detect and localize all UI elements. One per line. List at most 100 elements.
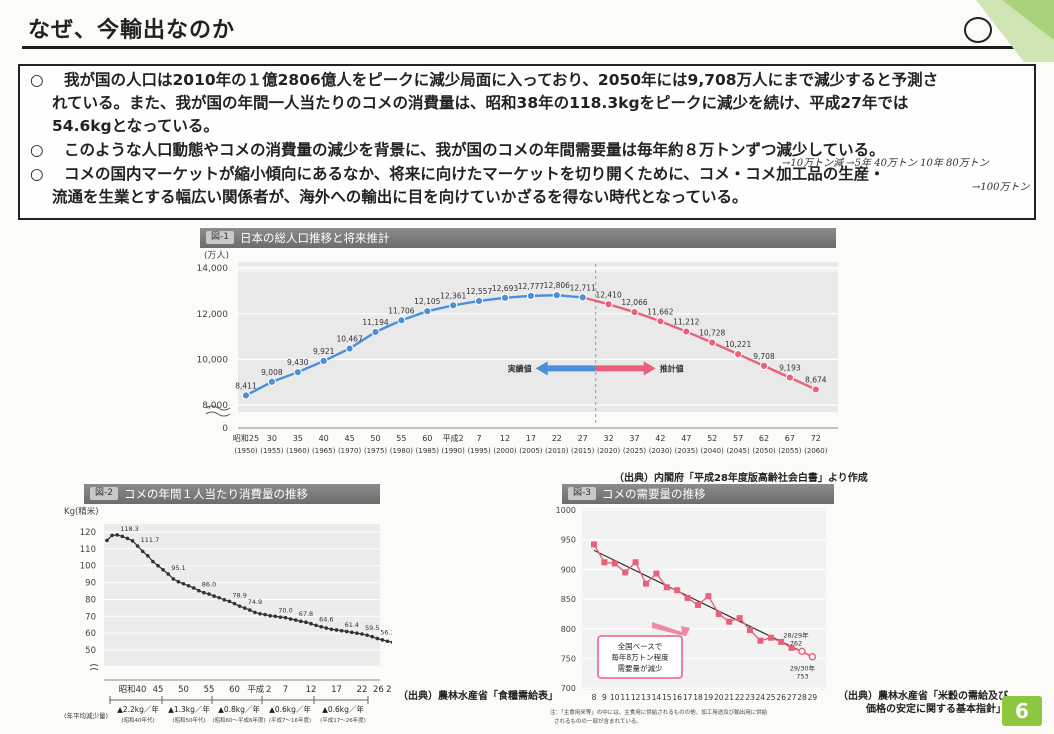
x-tick-label: 12 <box>500 434 510 443</box>
y-tick-label: 100 <box>80 562 96 572</box>
consumption-point <box>268 613 272 618</box>
main-chart-tag: 図-1 <box>206 231 234 244</box>
x-tick-year: (2015) <box>571 447 595 455</box>
x-tick-year: (1955) <box>260 447 284 455</box>
x-tick-label: 22 <box>735 693 745 702</box>
demand-point <box>674 587 681 594</box>
consumption-point <box>283 615 288 620</box>
consumption-point <box>380 638 385 642</box>
x-tick-year: (1995) <box>467 447 491 455</box>
actual-point <box>293 368 302 377</box>
consumption-point <box>130 538 135 543</box>
data-label: 8,674 <box>805 375 827 384</box>
axis-break <box>205 405 231 417</box>
x-tick-label: 62 <box>759 434 769 443</box>
x-tick-label: 14 <box>652 693 662 702</box>
actual-point <box>475 296 484 306</box>
decline-period: (平成17〜26年度) <box>320 716 366 724</box>
consumption-point <box>350 630 354 635</box>
consumption-point <box>390 640 392 644</box>
consumption-point <box>186 583 191 588</box>
x-tick-label: 26 <box>776 693 786 702</box>
consumption-point <box>120 534 125 539</box>
plot-band <box>238 262 838 412</box>
y-tick-label: 90 <box>85 579 96 589</box>
demand-point <box>736 615 743 622</box>
summary-text: 流通を生業とする幅広い関係者が、海外への輸出に目を向けていかざるを得ない時代とな… <box>52 188 748 206</box>
x-tick-label: 27 <box>787 693 797 702</box>
consumption-point <box>273 614 278 619</box>
data-label: 9,708 <box>753 352 775 361</box>
data-label: 9,921 <box>313 347 335 356</box>
x-tick-label: 23 <box>745 693 755 702</box>
consumption-point <box>176 579 181 584</box>
consumption-point <box>309 621 313 626</box>
x-tick-label: 9 <box>602 693 607 702</box>
data-label: 64.6 <box>319 615 333 623</box>
demand-line <box>593 544 813 658</box>
data-label: 9,430 <box>287 358 309 367</box>
decline-rate: ▲2.2kg／年 <box>117 704 159 714</box>
right-chart-source-2: 価格の安定に関する基本指針」 <box>866 704 1006 715</box>
decline-rate: ▲0.6kg／年 <box>269 704 311 714</box>
consumption-point <box>151 559 155 564</box>
x-tick-year: (2025) <box>623 447 647 455</box>
demand-point <box>632 559 639 566</box>
x-tick-year: (1965) <box>312 447 336 455</box>
data-label: 56.3 <box>380 629 392 637</box>
consumption-point <box>140 549 145 554</box>
demand-point <box>705 593 712 600</box>
data-label: 12,066 <box>621 298 647 307</box>
x-tick-year: (2035) <box>675 447 699 455</box>
y-tick-label: 1000 <box>556 506 576 515</box>
projection-point <box>785 373 795 382</box>
y-axis-unit: Kg(精米) <box>64 506 99 517</box>
data-label: 10,728 <box>699 329 725 338</box>
x-tick-label: 昭和25 <box>233 434 259 443</box>
x-tick-year: (2040) <box>701 447 725 455</box>
x-tick-label: 27 <box>578 434 588 443</box>
x-tick-label: 11 <box>620 693 630 702</box>
actual-arrow <box>535 361 596 376</box>
x-tick-label: 7 <box>477 434 482 443</box>
data-label: 74.9 <box>248 598 262 606</box>
x-tick-label: 55 <box>396 434 406 443</box>
y-tick-label: 110 <box>80 545 96 555</box>
x-tick-label: 35 <box>293 434 303 443</box>
consumption-point <box>105 538 109 543</box>
left-chart-header: 図-2 コメの年間１人当たり消費量の推移 <box>84 484 380 504</box>
consumption-point <box>319 624 324 629</box>
data-label: 95.1 <box>171 564 185 572</box>
x-tick-year: (1990) <box>442 447 466 455</box>
demand-point <box>757 637 764 644</box>
decline-rate: ▲0.8kg／年 <box>218 704 260 714</box>
data-label: 12,777 <box>518 282 544 291</box>
consumption-point <box>115 533 119 537</box>
right-chart: 700 750 800 850 900 950 1000 8 9 10 11 12 13 14 15 16 17… <box>550 506 826 725</box>
y-tick-label: 8,000 <box>202 401 228 411</box>
x-tick-label: 52 <box>707 434 717 443</box>
data-label: 12,711 <box>570 283 596 292</box>
projection-point <box>656 317 665 326</box>
consumption-point <box>385 639 390 644</box>
consumption-point <box>191 586 196 590</box>
decline-rate: ▲0.6kg／年 <box>322 704 364 714</box>
demand-point <box>591 541 597 548</box>
data-label: 59.5 <box>365 624 379 632</box>
y-tick-label: 850 <box>561 595 576 604</box>
bullet-mark: ○ <box>30 71 44 89</box>
x-tick-year: (1960) <box>286 447 310 455</box>
decline-period: (昭和40年代) <box>121 716 154 724</box>
consumption-point <box>304 620 308 625</box>
data-label: 12,361 <box>440 291 466 300</box>
projection-point <box>734 350 743 359</box>
x-tick-year: (2005) <box>519 447 543 455</box>
y-axis-unit: (万人) <box>204 250 229 261</box>
data-label: 70.0 <box>278 606 292 614</box>
y-tick-label: 12,000 <box>197 310 229 320</box>
consumption-point <box>135 544 140 548</box>
consumption-point <box>344 629 349 634</box>
callout-text: 全国ベースで <box>618 641 663 651</box>
left-chart-title: コメの年間１人当たり消費量の推移 <box>123 487 308 501</box>
